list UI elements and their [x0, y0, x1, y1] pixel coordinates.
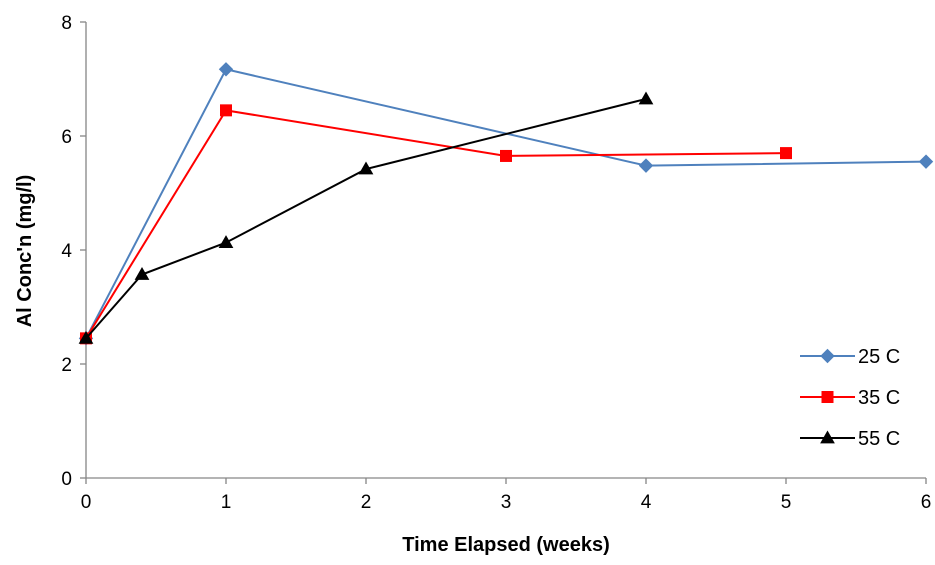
y-tick-label: 0 — [61, 469, 72, 490]
legend: 25 C 35 C 55 C — [800, 346, 900, 450]
y-tick-label: 4 — [61, 241, 72, 262]
legend-item: 55 C — [800, 428, 900, 450]
x-tick-label: 4 — [641, 492, 652, 513]
x-tick-label: 0 — [81, 492, 92, 513]
y-tick-label: 2 — [61, 355, 72, 376]
data-point — [78, 330, 94, 344]
legend-label: 35 C — [858, 387, 900, 409]
axes: 0 1 2 3 4 5 6 0 2 4 6 8 — [61, 13, 931, 513]
x-tick-label: 2 — [361, 492, 372, 513]
data-point — [218, 235, 234, 248]
x-axis-title: Time Elapsed (weeks) — [402, 534, 610, 556]
legend-marker — [821, 391, 834, 403]
legend-marker — [820, 348, 835, 364]
data-point — [358, 161, 374, 175]
data-point — [220, 104, 232, 117]
data-point — [918, 154, 934, 169]
y-axis-title: Al Conc'n (mg/l) — [14, 175, 36, 328]
series-line — [85, 97, 647, 340]
data-point — [780, 147, 792, 160]
data-point — [500, 149, 512, 162]
legend-label: 55 C — [858, 428, 900, 450]
legend-label: 25 C — [858, 346, 900, 368]
legend-item: 35 C — [800, 387, 900, 409]
x-tick-label: 6 — [921, 492, 932, 513]
series-line — [85, 68, 927, 339]
x-tick-label: 1 — [221, 492, 232, 513]
series-0 — [78, 62, 934, 346]
x-tick-label: 3 — [501, 492, 512, 513]
data-point — [134, 267, 150, 280]
data-point — [638, 158, 654, 173]
y-tick-label: 8 — [61, 13, 72, 34]
x-tick-label: 5 — [781, 492, 792, 513]
series-layer — [78, 62, 934, 346]
data-point — [218, 62, 234, 77]
data-point — [638, 91, 654, 105]
series-line — [85, 109, 787, 339]
series-1 — [80, 104, 792, 345]
series-2 — [78, 91, 654, 344]
y-tick-label: 6 — [61, 127, 72, 148]
legend-marker — [820, 430, 835, 444]
legend-item: 25 C — [800, 346, 900, 368]
